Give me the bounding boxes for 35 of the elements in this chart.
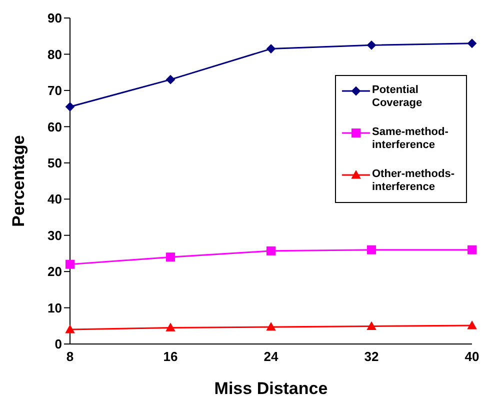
point (66, 102, 74, 112)
point (266, 322, 276, 331)
y-axis-title: Percentage (9, 135, 28, 227)
point (266, 246, 276, 256)
point (468, 245, 476, 254)
x-tick-label: 24 (264, 349, 279, 364)
x-tick-label: 40 (464, 349, 480, 364)
y-tick-label: 50 (48, 156, 62, 171)
point (66, 260, 74, 269)
y-tick-label: 40 (48, 192, 62, 207)
point (367, 322, 376, 330)
y-tick-label: 30 (48, 228, 62, 243)
y-tick-label: 10 (48, 300, 62, 316)
legend-label: Same-method-interference (372, 126, 450, 152)
point (468, 38, 476, 48)
point (166, 75, 175, 84)
legend-label: Other-methods-interference (372, 168, 456, 194)
y-tick-label: 0 (54, 336, 62, 352)
y-tick-label: 70 (48, 83, 62, 98)
point (66, 325, 74, 334)
point (367, 245, 376, 254)
point (166, 252, 175, 262)
legend-label: Potential Coverage (372, 84, 424, 110)
x-axis-title: Miss Distance (214, 379, 328, 398)
point (166, 323, 175, 332)
y-tick-label: 80 (48, 46, 62, 62)
point (367, 40, 376, 50)
y-tick-label: 60 (48, 119, 62, 134)
x-tick-label: 8 (66, 349, 74, 364)
y-tick-label: 20 (48, 264, 62, 280)
y-tick-label: 90 (48, 10, 62, 26)
x-tick-label: 32 (364, 349, 379, 364)
point (468, 321, 476, 330)
point (266, 44, 276, 54)
x-tick-label: 16 (163, 349, 178, 364)
